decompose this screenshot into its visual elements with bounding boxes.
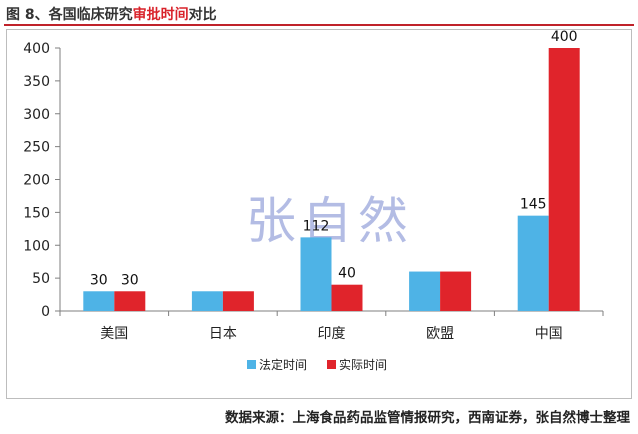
data-label: 30	[90, 272, 108, 288]
y-tick-label: 50	[32, 271, 50, 287]
title-suffix: 对比	[188, 7, 217, 23]
x-tick-label: 美国	[100, 326, 128, 342]
data-label: 400	[551, 29, 578, 45]
title-prefix: 图 8、各国临床研究	[6, 7, 133, 23]
legend-swatch	[327, 360, 336, 369]
bar-statutory	[517, 215, 549, 311]
bar-statutory	[300, 237, 332, 311]
title-rule	[4, 24, 634, 26]
bar-statutory	[191, 291, 223, 311]
x-tick-label: 中国	[535, 326, 563, 342]
bar-actual	[440, 271, 472, 311]
chart-frame	[6, 29, 632, 399]
y-tick-label: 350	[23, 74, 50, 90]
bar-statutory	[409, 271, 441, 311]
y-tick-label: 300	[23, 107, 50, 123]
source-note: 数据来源：上海食品药品监管情报研究，西南证券，张自然博士整理	[225, 410, 630, 426]
y-tick-label: 250	[23, 140, 50, 156]
x-tick-label: 日本	[209, 326, 237, 342]
bar-actual	[222, 291, 254, 311]
title-highlight: 审批时间	[132, 7, 189, 23]
y-tick-label: 200	[23, 173, 50, 189]
bar-actual	[548, 48, 580, 311]
y-tick-label: 400	[23, 41, 50, 57]
legend-label: 实际时间	[339, 357, 387, 372]
data-label: 30	[121, 272, 139, 288]
legend-label: 法定时间	[259, 357, 307, 372]
data-label: 40	[338, 266, 356, 282]
bar-statutory	[83, 291, 115, 311]
bar-actual	[114, 291, 146, 311]
legend-swatch	[247, 360, 256, 369]
data-label: 145	[520, 197, 547, 213]
y-tick-label: 0	[41, 304, 50, 320]
figure-title: 图 8、各国临床研究审批时间对比	[6, 4, 217, 24]
bar-actual	[331, 284, 363, 311]
y-tick-label: 100	[23, 238, 50, 254]
x-tick-label: 印度	[318, 326, 346, 342]
data-label: 112	[303, 218, 330, 234]
x-tick-label: 欧盟	[426, 326, 454, 342]
y-tick-label: 150	[23, 205, 50, 221]
